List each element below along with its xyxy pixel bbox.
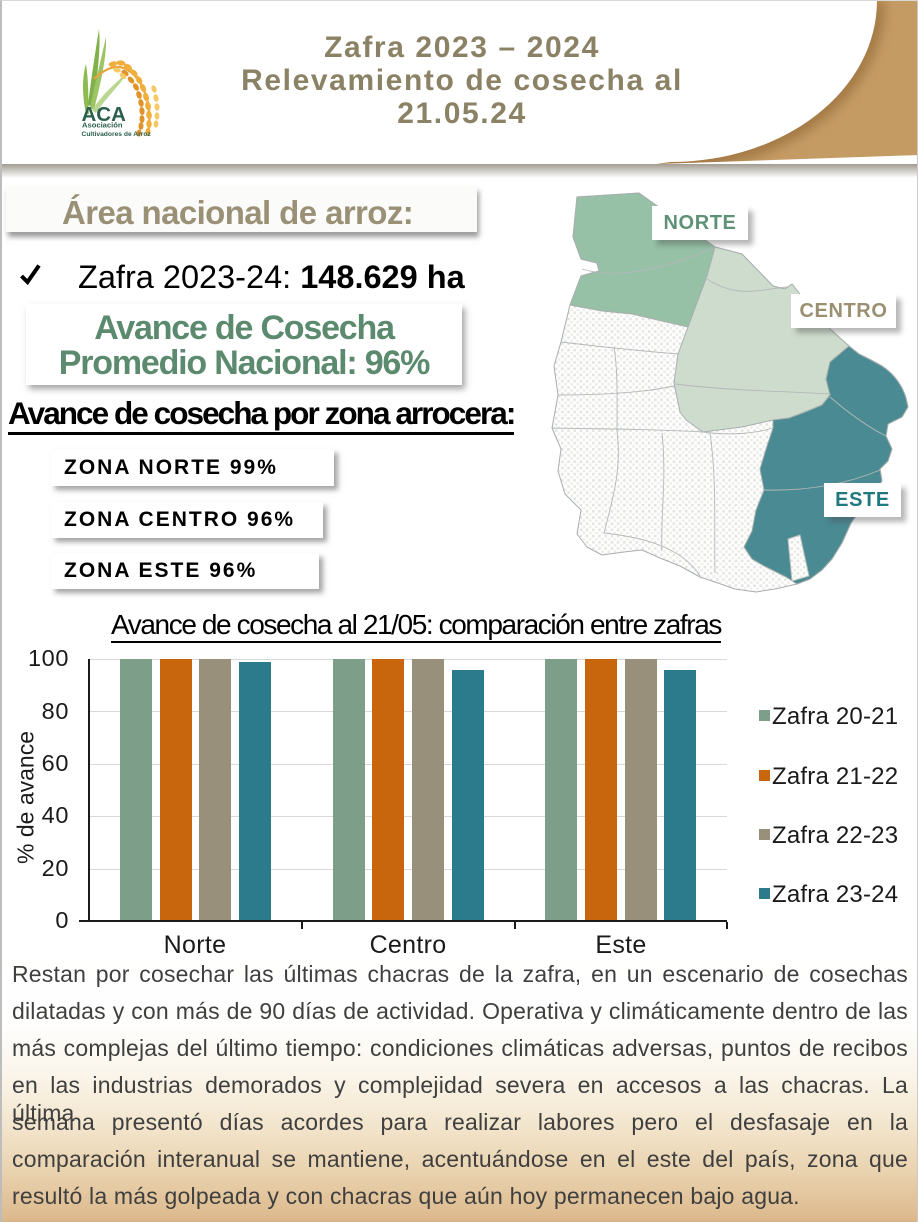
svg-text:Asociación: Asociación bbox=[82, 121, 123, 130]
svg-text:Cultivadores de Arroz: Cultivadores de Arroz bbox=[82, 131, 152, 138]
svg-text:ACA: ACA bbox=[82, 103, 127, 126]
